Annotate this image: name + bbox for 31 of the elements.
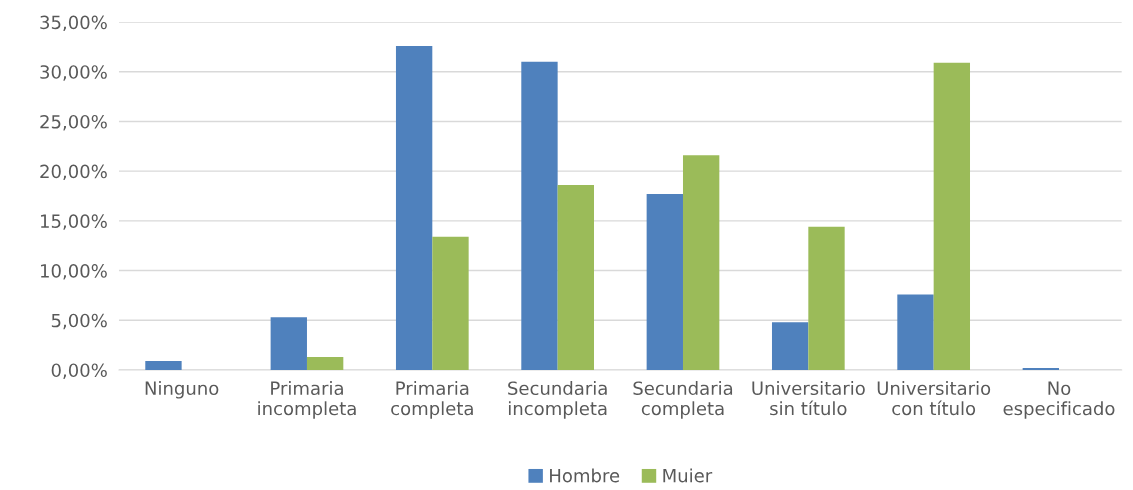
y-tick-label: 10,00% <box>40 264 107 280</box>
legend-label: Hombre <box>550 468 620 483</box>
bar <box>933 62 971 370</box>
y-tick-label: 20,00% <box>40 164 107 181</box>
bar <box>682 155 720 370</box>
bar <box>897 294 934 370</box>
bar <box>306 357 344 370</box>
bar <box>557 185 594 370</box>
x-tick-label: Universitario sin título <box>752 381 865 416</box>
x-tick-label: Universitario con título <box>877 381 991 416</box>
y-tick-label: 0,00% <box>51 363 107 379</box>
y-tick-label: 5,00% <box>51 313 107 330</box>
x-tick-label: Secundaria incompleta <box>508 381 607 419</box>
legend-label: Muier <box>663 468 713 483</box>
bar <box>771 322 809 370</box>
y-tick-label: 35,00% <box>40 15 107 32</box>
y-tick-label: 30,00% <box>40 65 107 81</box>
bar <box>395 45 433 370</box>
x-tick-label: Ninguno <box>145 381 219 399</box>
x-tick-label: No especificado <box>1003 381 1115 419</box>
x-tick-label: Primaria completa <box>391 381 473 419</box>
bar <box>145 361 182 370</box>
bar <box>521 61 558 370</box>
x-tick-label: Primaria incompleta <box>258 381 356 419</box>
x-tick-label: Secundaria completa <box>633 381 733 419</box>
y-tick-label: 15,00% <box>40 214 107 230</box>
y-tick-label: 25,00% <box>40 114 107 131</box>
bar <box>646 194 683 370</box>
bar <box>432 236 469 370</box>
bar <box>808 226 845 370</box>
bar <box>270 317 307 370</box>
